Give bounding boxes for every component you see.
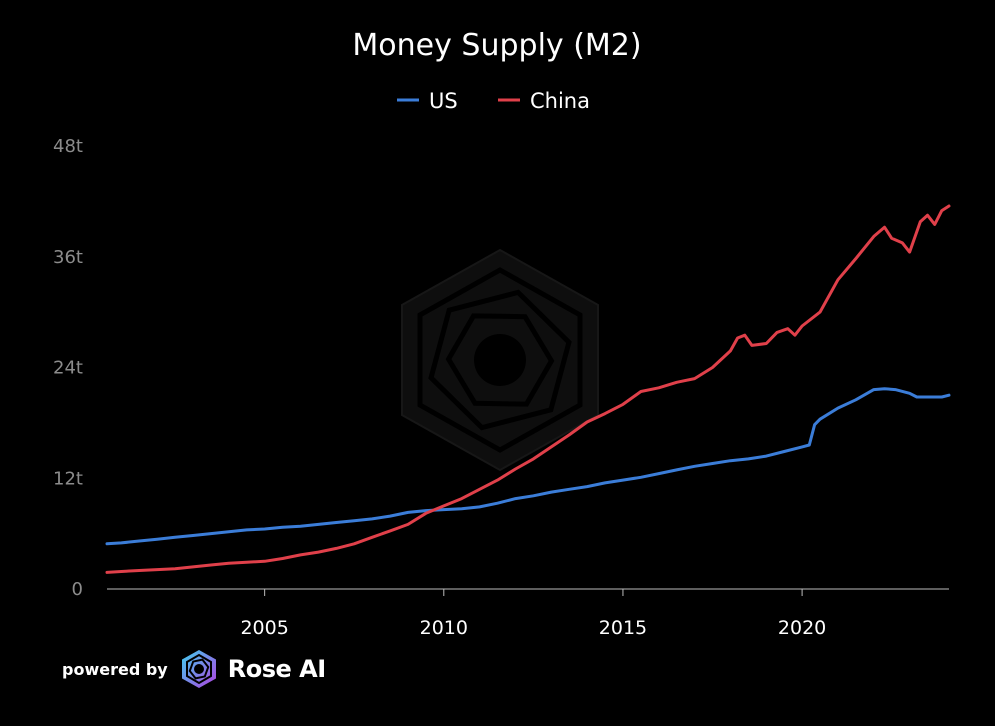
- y-tick-label: 0: [72, 579, 83, 600]
- chart-title: Money Supply (M2): [352, 28, 641, 63]
- y-tick-label: 12t: [53, 468, 83, 489]
- rose-ai-logo-icon: [181, 650, 216, 688]
- x-tick-label: 2010: [420, 617, 468, 639]
- legend-label-us: US: [429, 89, 458, 113]
- x-axis-ticks: 2005 2010 2015 2020: [240, 589, 826, 639]
- powered-by-footer: powered by Rose AI: [62, 650, 326, 688]
- x-tick-label: 2020: [778, 617, 826, 639]
- powered-by-label: powered by: [62, 659, 168, 679]
- y-tick-label: 24t: [53, 358, 83, 379]
- brand-name: Rose AI: [227, 655, 326, 683]
- legend-label-china: China: [530, 89, 590, 113]
- y-axis-ticks: 0 12t 24t 36t 48t: [53, 136, 83, 600]
- x-tick-label: 2005: [240, 617, 288, 639]
- legend: US China: [397, 89, 590, 113]
- series-layer: [105, 204, 951, 574]
- series-line-china: [105, 204, 951, 574]
- y-tick-label: 48t: [53, 136, 83, 157]
- y-tick-label: 36t: [53, 247, 83, 268]
- watermark-logo: [401, 248, 599, 472]
- series-line-us: [105, 387, 951, 546]
- x-tick-label: 2015: [599, 617, 647, 639]
